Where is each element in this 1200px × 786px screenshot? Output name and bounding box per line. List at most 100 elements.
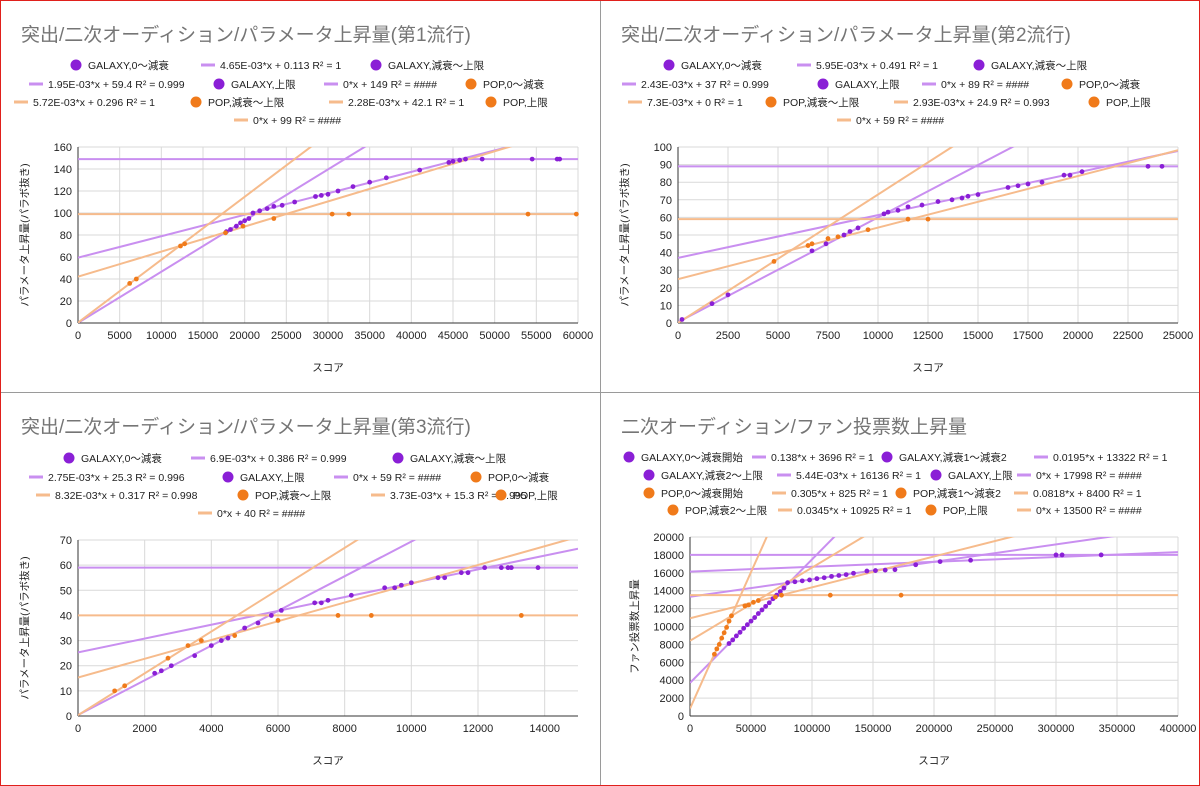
legend-label: GALAXY,上限: [240, 472, 305, 484]
legend-item: 3.73E-03*x + 15.3 R² = 0.995: [371, 490, 527, 502]
y-tick-label: 0: [666, 318, 672, 330]
legend-item: GALAXY,0～減衰: [663, 59, 762, 72]
y-tick-label: 0: [66, 318, 72, 330]
data-point: [238, 220, 243, 226]
data-point: [250, 210, 256, 216]
legend-label: 2.93E-03*x + 24.9 R² = 0.993: [913, 97, 1050, 109]
legend-label: 2.43E-03*x + 37 R² = 0.999: [641, 79, 769, 91]
data-point: [292, 199, 298, 205]
legend-label: POP,上限: [1106, 97, 1151, 109]
legend-label: 0*x + 149 R² = ####: [343, 79, 437, 91]
series-points: [1145, 163, 1165, 169]
legend-item: GALAXY,上限: [930, 469, 1013, 482]
legend-label: 0.0195*x + 13322 R² = 1: [1053, 452, 1168, 464]
data-point: [112, 688, 118, 694]
legend-label: GALAXY,減衰1～減衰2: [899, 451, 1007, 464]
x-tick-label: 45000: [438, 330, 469, 342]
legend-label: GALAXY,上限: [835, 79, 900, 91]
data-point: [442, 575, 448, 581]
data-point: [257, 208, 263, 214]
legend-label: GALAXY,減衰～上限: [388, 59, 485, 72]
data-point: [1145, 163, 1151, 169]
x-tick-label: 17500: [1013, 330, 1044, 342]
data-point: [122, 683, 128, 689]
data-point: [185, 643, 191, 648]
data-point: [275, 618, 281, 623]
legend-label: 0.0345*x + 10925 R² = 1: [797, 505, 912, 517]
vertical-divider: [600, 1, 601, 785]
legend-item: POP,0～減衰開始: [643, 487, 744, 500]
data-point: [158, 668, 164, 674]
data-point: [905, 216, 911, 222]
legend-label: 0*x + 99 R² = ####: [253, 115, 341, 127]
y-tick-label: 4000: [660, 675, 684, 687]
legend-item: POP,減衰～上限: [190, 96, 285, 109]
data-point: [919, 202, 925, 208]
x-tick-label: 2500: [716, 330, 740, 342]
data-point: [329, 211, 335, 217]
data-point: [716, 642, 722, 647]
legend-item: 0*x + 89 R² = ####: [922, 79, 1029, 91]
series-points: [864, 557, 973, 574]
data-point: [268, 613, 274, 618]
trendline: [690, 537, 865, 642]
legend-label: 2.28E-03*x + 42.1 R² = 1: [348, 97, 464, 109]
data-point: [746, 602, 751, 608]
x-axis-title: スコア: [912, 362, 944, 374]
series-points: [865, 227, 871, 233]
data-point: [1015, 183, 1021, 189]
legend-point-marker: [895, 487, 907, 499]
data-point: [779, 592, 784, 598]
x-tick-label: 0: [75, 330, 81, 342]
legend-item: GALAXY,減衰～上限: [973, 59, 1088, 72]
legend-label: POP,0～減衰開始: [661, 487, 744, 500]
data-point: [271, 216, 277, 221]
data-point: [821, 575, 827, 581]
chart-svg: 突出/二次オーディション/パラメータ上昇量(第2流行) GALAXY,0～減衰 5.…: [618, 24, 1193, 374]
data-point: [335, 613, 341, 618]
y-axis-title: パラメータ上昇量(パラボ抜き): [618, 163, 631, 306]
legend-item: 0*x + 40 R² = ####: [198, 508, 305, 520]
data-point: [350, 184, 356, 190]
y-tick-label: 8000: [660, 639, 684, 651]
series-points: [268, 570, 471, 618]
data-point: [763, 603, 769, 609]
legend-label: 2.75E-03*x + 25.3 R² = 0.996: [48, 472, 185, 484]
series-points: [712, 613, 734, 657]
data-point: [905, 204, 911, 210]
chart-title: 突出/二次オーディション/パラメータ上昇量(第1流行): [21, 24, 471, 46]
x-tick-label: 300000: [1038, 723, 1075, 735]
legend-item: 5.44E-03*x + 16136 R² = 1: [777, 470, 921, 482]
legend-item: POP,減衰1～減衰2: [895, 487, 1001, 500]
legend-label: 8.32E-03*x + 0.317 R² = 0.998: [55, 490, 198, 502]
x-tick-label: 50000: [479, 330, 510, 342]
data-point: [223, 230, 228, 236]
chart-panel-3: 突出/二次オーディション/パラメータ上昇量(第3流行) GALAXY,0～減衰 6.…: [1, 393, 599, 783]
legend-label: 0.0818*x + 8400 R² = 1: [1033, 488, 1142, 500]
data-point: [525, 211, 531, 217]
legend-label: 0*x + 89 R² = ####: [941, 79, 1029, 91]
legend-item: 1.95E-03*x + 59.4 R² = 0.999: [29, 79, 185, 91]
legend-label: POP,減衰～上限: [255, 489, 332, 502]
data-point: [264, 206, 270, 212]
y-tick-label: 14000: [653, 586, 684, 598]
data-point: [959, 195, 965, 201]
data-point: [198, 638, 204, 643]
x-tick-label: 0: [75, 723, 81, 735]
trendline: [78, 540, 571, 679]
legend-item: 6.9E-03*x + 0.386 R² = 0.999: [191, 453, 347, 465]
series-points: [773, 592, 784, 600]
legend-item: POP,0～減衰: [1061, 78, 1141, 91]
legend-point-marker: [817, 78, 829, 90]
y-tick-label: 6000: [660, 657, 684, 669]
data-point: [1098, 552, 1104, 558]
data-point: [809, 241, 815, 247]
series-points: [329, 211, 579, 217]
data-point: [1025, 181, 1031, 187]
data-point: [881, 211, 887, 217]
data-point: [228, 227, 233, 232]
y-tick-label: 18000: [653, 550, 684, 562]
data-point: [383, 175, 389, 181]
legend-item: 4.65E-03*x + 0.113 R² = 1: [201, 60, 341, 72]
data-point: [446, 160, 452, 165]
